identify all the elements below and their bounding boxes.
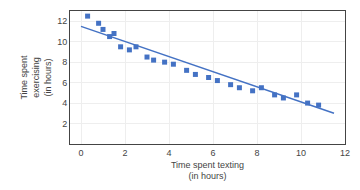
svg-text:2: 2 xyxy=(62,119,67,129)
svg-text:10: 10 xyxy=(57,37,67,47)
svg-text:6: 6 xyxy=(62,78,67,88)
svg-text:12: 12 xyxy=(340,148,350,158)
svg-text:0: 0 xyxy=(78,148,83,158)
svg-text:Time spentexercising(in hours): Time spentexercising(in hours) xyxy=(19,55,52,100)
svg-text:4: 4 xyxy=(62,98,67,108)
svg-text:8: 8 xyxy=(62,57,67,67)
svg-text:Time spent texting(in hours): Time spent texting(in hours) xyxy=(171,160,244,182)
svg-text:2: 2 xyxy=(122,148,127,158)
svg-text:12: 12 xyxy=(57,16,67,26)
svg-text:4: 4 xyxy=(166,148,171,158)
svg-text:10: 10 xyxy=(296,148,306,158)
svg-text:6: 6 xyxy=(210,148,215,158)
svg-text:8: 8 xyxy=(254,148,259,158)
